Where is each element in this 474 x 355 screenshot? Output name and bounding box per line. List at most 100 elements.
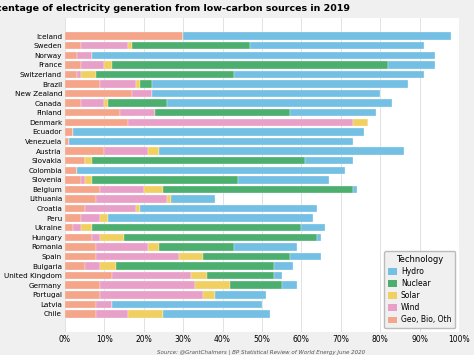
Bar bbox=[81, 214, 100, 222]
Bar bbox=[144, 186, 164, 193]
Bar bbox=[81, 61, 104, 69]
Bar bbox=[65, 243, 96, 251]
Bar bbox=[167, 99, 392, 107]
Bar bbox=[128, 119, 353, 126]
Bar bbox=[195, 282, 230, 289]
Bar bbox=[65, 272, 112, 279]
Bar bbox=[159, 147, 404, 155]
Bar bbox=[238, 176, 329, 184]
Bar bbox=[104, 61, 112, 69]
Bar bbox=[112, 272, 191, 279]
Bar bbox=[112, 61, 388, 69]
Bar bbox=[171, 195, 215, 203]
Bar bbox=[81, 176, 84, 184]
Bar bbox=[155, 109, 290, 116]
Bar bbox=[305, 157, 353, 164]
Bar bbox=[65, 138, 69, 145]
Bar bbox=[120, 109, 155, 116]
Bar bbox=[81, 42, 128, 49]
Bar bbox=[81, 71, 96, 78]
Bar bbox=[65, 291, 100, 299]
Bar bbox=[65, 195, 96, 203]
Bar bbox=[282, 282, 297, 289]
Bar bbox=[167, 195, 171, 203]
Text: Percentage of electricity generation from low-carbon sources in 2019: Percentage of electricity generation fro… bbox=[0, 4, 350, 13]
Bar bbox=[183, 32, 451, 40]
Bar bbox=[96, 195, 167, 203]
Bar bbox=[92, 224, 301, 231]
Bar bbox=[147, 147, 159, 155]
Bar bbox=[65, 157, 84, 164]
Bar bbox=[136, 205, 140, 212]
Bar bbox=[132, 42, 250, 49]
Bar bbox=[116, 262, 274, 270]
Bar bbox=[353, 186, 356, 193]
Bar bbox=[81, 99, 104, 107]
Bar bbox=[77, 166, 345, 174]
Bar bbox=[164, 310, 270, 318]
Bar bbox=[317, 234, 321, 241]
Bar bbox=[124, 234, 317, 241]
Bar bbox=[73, 224, 81, 231]
Bar bbox=[65, 205, 84, 212]
Bar bbox=[164, 186, 353, 193]
Bar bbox=[65, 301, 96, 308]
Bar bbox=[100, 214, 108, 222]
Bar bbox=[65, 147, 104, 155]
Bar bbox=[65, 128, 73, 136]
Bar bbox=[100, 291, 203, 299]
Bar bbox=[65, 32, 183, 40]
Bar bbox=[203, 291, 215, 299]
Bar bbox=[65, 234, 92, 241]
Bar bbox=[65, 99, 81, 107]
Bar bbox=[147, 243, 159, 251]
Bar bbox=[96, 301, 112, 308]
Bar bbox=[215, 291, 266, 299]
Bar bbox=[65, 214, 81, 222]
Bar bbox=[100, 186, 144, 193]
Bar bbox=[65, 224, 73, 231]
Bar bbox=[92, 176, 238, 184]
Bar bbox=[73, 128, 365, 136]
Bar bbox=[65, 71, 77, 78]
Bar bbox=[191, 272, 207, 279]
Bar bbox=[65, 80, 100, 88]
Bar bbox=[108, 214, 313, 222]
Bar bbox=[65, 51, 77, 59]
Bar bbox=[84, 205, 136, 212]
Bar bbox=[65, 262, 84, 270]
Bar bbox=[353, 119, 368, 126]
Bar bbox=[65, 186, 100, 193]
Bar bbox=[230, 282, 282, 289]
Bar bbox=[136, 80, 140, 88]
Bar bbox=[104, 147, 147, 155]
Bar bbox=[96, 71, 234, 78]
Bar bbox=[140, 80, 152, 88]
Bar bbox=[104, 99, 108, 107]
Bar bbox=[81, 224, 92, 231]
Bar bbox=[301, 224, 325, 231]
Bar bbox=[290, 253, 321, 260]
Bar bbox=[65, 176, 81, 184]
Bar bbox=[207, 272, 274, 279]
Bar bbox=[84, 176, 92, 184]
Bar bbox=[274, 272, 282, 279]
Bar bbox=[152, 80, 408, 88]
Bar bbox=[65, 282, 100, 289]
Bar bbox=[132, 90, 152, 97]
Bar bbox=[65, 310, 96, 318]
Bar bbox=[159, 243, 234, 251]
Bar bbox=[84, 262, 100, 270]
Bar bbox=[179, 253, 203, 260]
Bar bbox=[234, 71, 424, 78]
Bar bbox=[290, 109, 376, 116]
Bar bbox=[65, 166, 77, 174]
Bar bbox=[65, 253, 96, 260]
Bar bbox=[388, 61, 435, 69]
Bar bbox=[65, 61, 81, 69]
Text: Source: @GrantChalmers | BP Statistical Review of World Energy June 2020: Source: @GrantChalmers | BP Statistical … bbox=[156, 349, 365, 355]
Bar bbox=[96, 253, 179, 260]
Bar bbox=[112, 301, 262, 308]
Bar bbox=[140, 205, 317, 212]
Bar bbox=[100, 282, 195, 289]
